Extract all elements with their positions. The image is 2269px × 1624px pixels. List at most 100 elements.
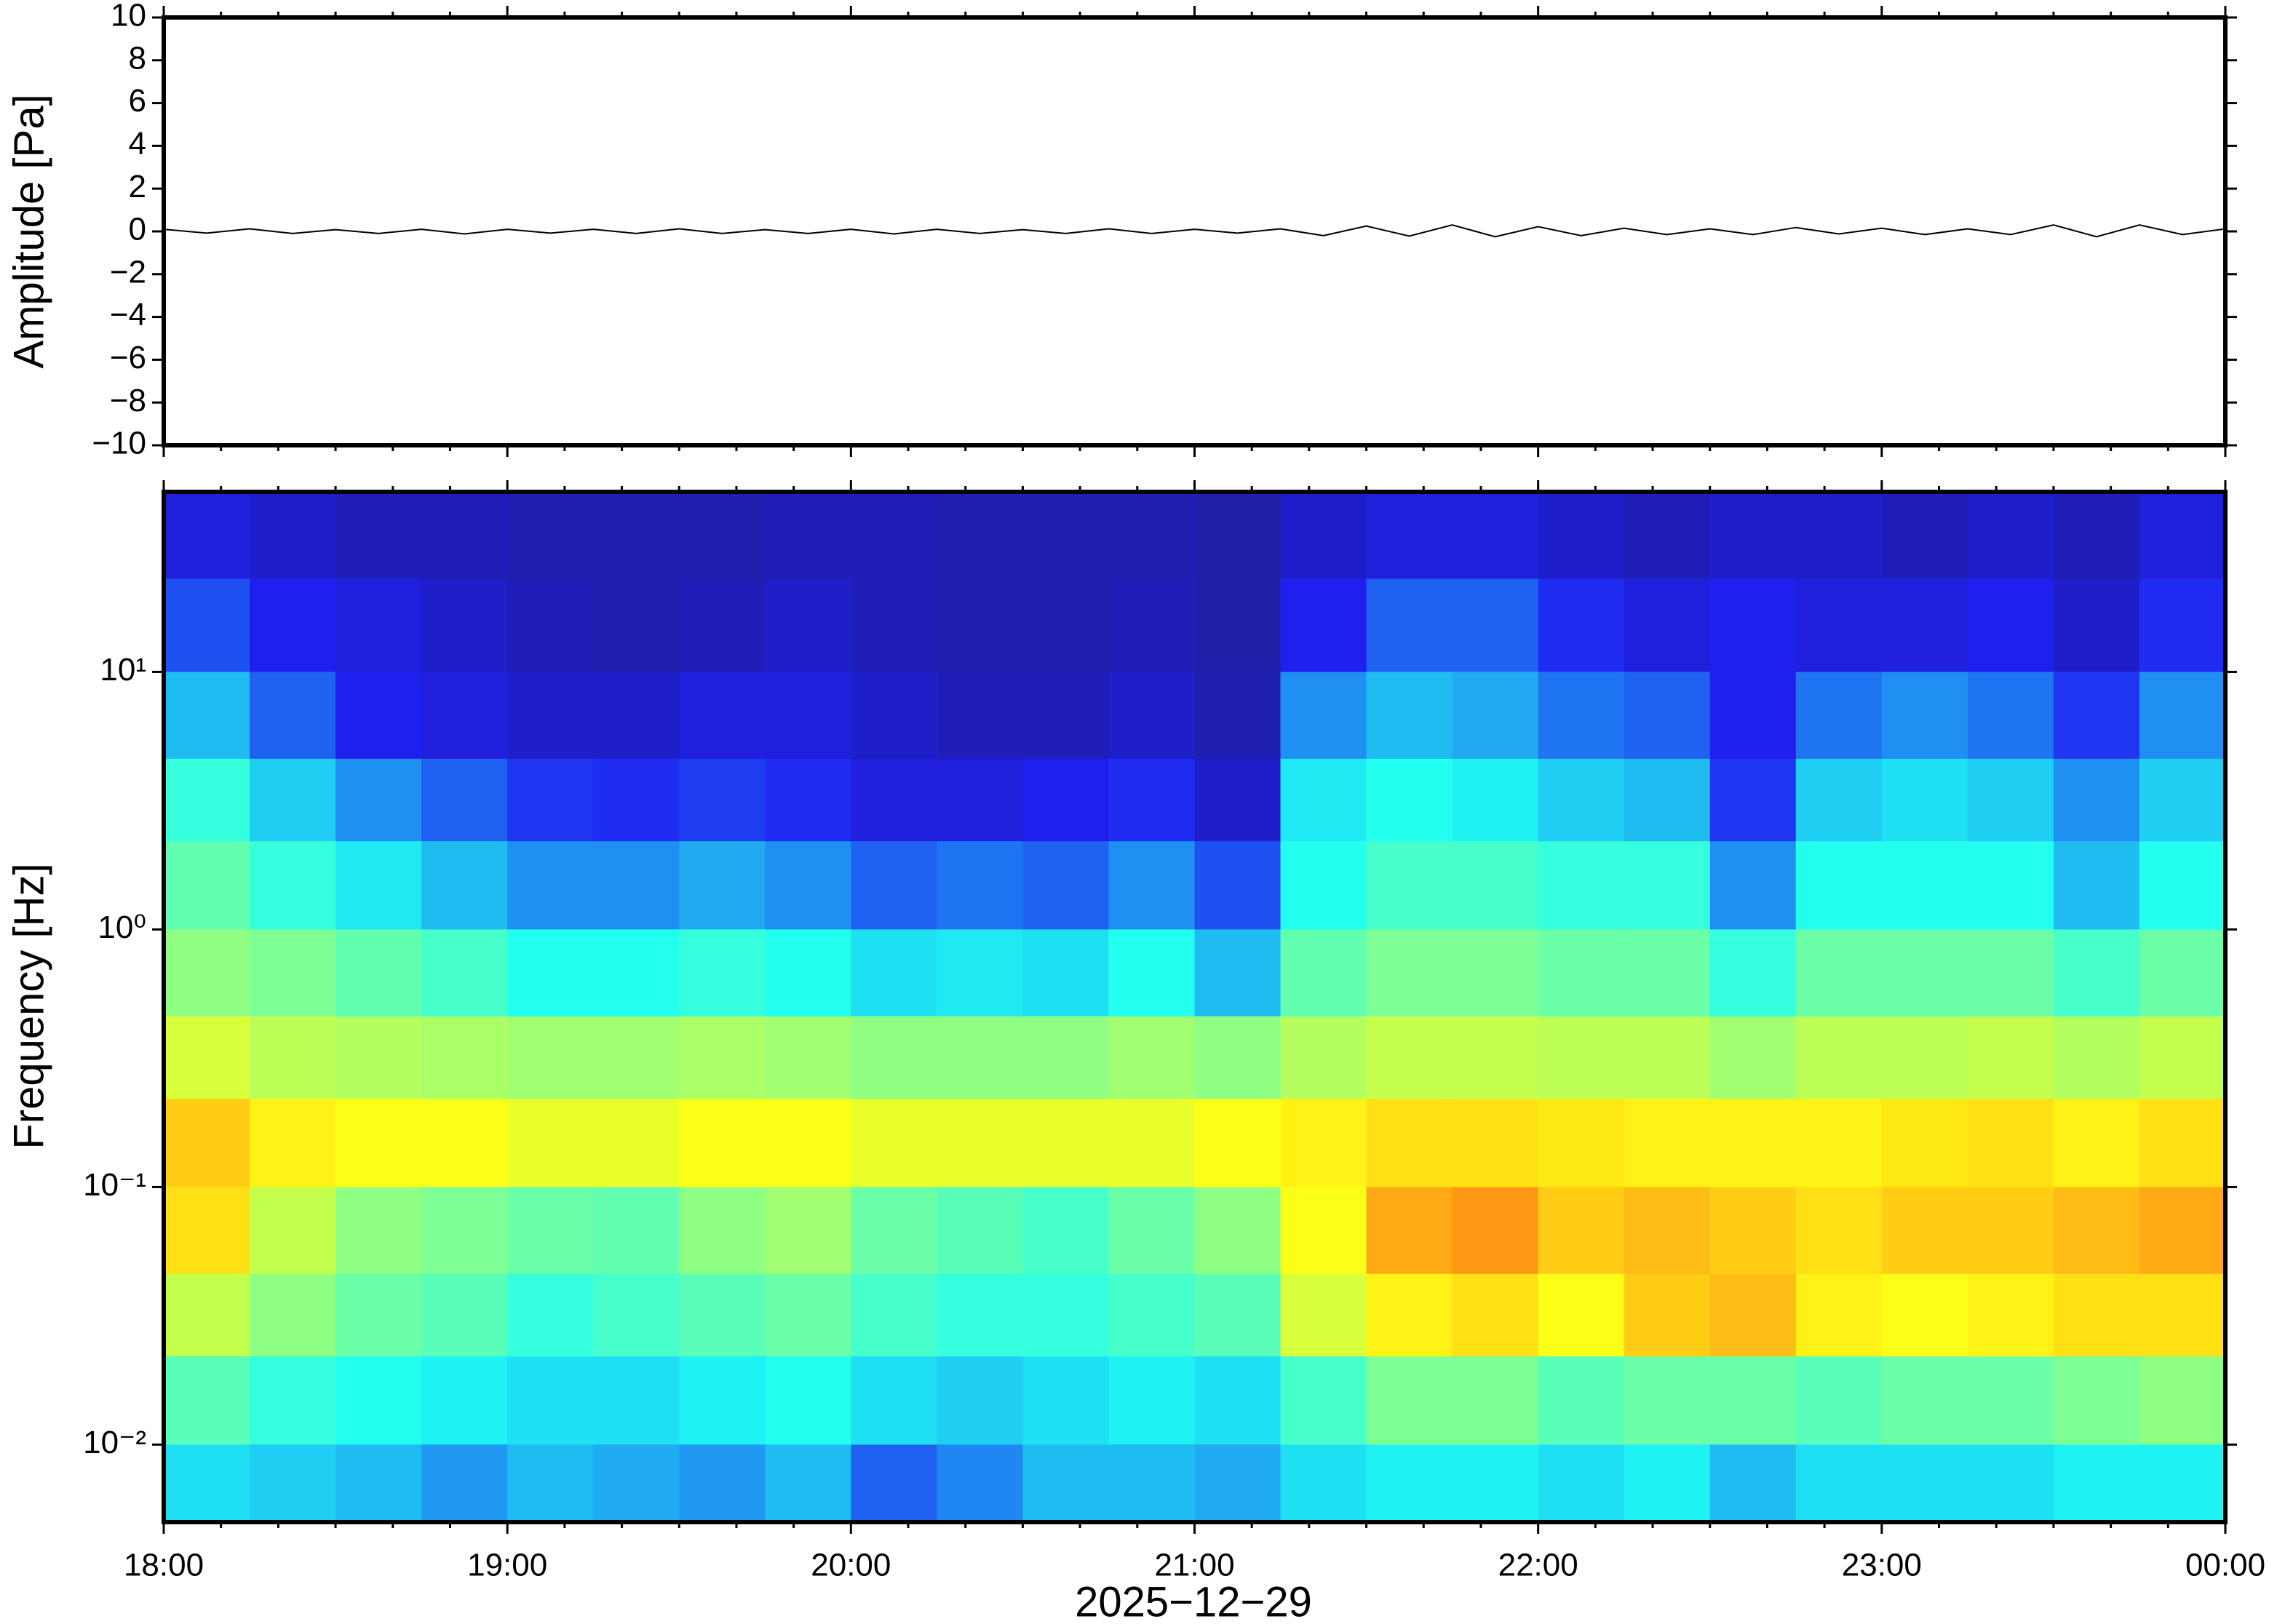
heat-cell (421, 1187, 508, 1275)
heat-cell (937, 929, 1024, 1017)
heat-cell (2139, 1099, 2225, 1188)
heat-cell (1194, 1187, 1281, 1275)
heat-cell (1452, 578, 1539, 673)
heat-cell (335, 672, 422, 760)
heat-cell (335, 841, 422, 931)
heat-cell (593, 1444, 680, 1522)
heat-cell (2053, 578, 2140, 673)
heat-cell (1881, 1444, 1968, 1522)
heat-cell (937, 1016, 1024, 1100)
heat-cell (1795, 672, 1883, 760)
heat-cell (1280, 1273, 1367, 1358)
heat-cell (1366, 929, 1453, 1017)
heat-cell (679, 929, 766, 1017)
heat-cell (1795, 1099, 1883, 1188)
heat-cell (593, 758, 680, 843)
x-tick-label: 18:00 (124, 1548, 204, 1583)
x-tick-label: 20:00 (811, 1548, 891, 1583)
heat-cell (250, 1273, 336, 1358)
heat-cell (1709, 1356, 1797, 1446)
heat-cell (421, 672, 508, 760)
heat-cell (1022, 1187, 1110, 1275)
heat-cell (1194, 1444, 1281, 1522)
heat-cell (2053, 672, 2140, 760)
heat-cell (1366, 1187, 1453, 1275)
heat-cell (593, 492, 680, 580)
heat-cell (1624, 1444, 1711, 1522)
heat-cell (1538, 758, 1625, 843)
heat-cell (164, 1187, 250, 1275)
heat-cell (1022, 1356, 1110, 1446)
y-tick-label: −8 (110, 383, 146, 418)
heat-cell (1967, 929, 2054, 1017)
y-axis-label: Frequency [Hz] (5, 863, 52, 1149)
heat-cell (1366, 1356, 1453, 1446)
heat-cell (1280, 1187, 1367, 1275)
heat-cell (1709, 841, 1797, 931)
heat-cell (2139, 1016, 2225, 1100)
heat-cell (1022, 492, 1110, 580)
heat-cell (1108, 841, 1196, 931)
heat-cell (1624, 492, 1711, 580)
heat-cell (1624, 1099, 1711, 1188)
heat-cell (851, 1444, 938, 1522)
x-tick-label: 23:00 (1842, 1548, 1922, 1583)
heat-cell (1366, 1444, 1453, 1522)
x-tick-label: 21:00 (1154, 1548, 1234, 1583)
heat-cell (1452, 492, 1539, 580)
y-tick-label: −4 (110, 297, 146, 333)
heat-cell (851, 1016, 938, 1100)
heat-cell (1108, 672, 1196, 760)
heat-cell (765, 1099, 852, 1188)
heat-cell (164, 1356, 250, 1446)
heat-cell (679, 1444, 766, 1522)
heat-cell (164, 758, 250, 843)
heat-cell (1280, 492, 1367, 580)
heat-cell (1795, 492, 1883, 580)
heat-cell (250, 758, 336, 843)
heat-cell (1280, 758, 1367, 843)
heat-cell (1538, 1187, 1625, 1275)
heat-cell (1452, 1187, 1539, 1275)
heat-cell (1108, 1444, 1196, 1522)
heat-cell (250, 841, 336, 931)
heat-cell (937, 1356, 1024, 1446)
heat-cell (335, 1099, 422, 1188)
heat-cell (1967, 492, 2054, 580)
heat-cell (765, 929, 852, 1017)
heat-cell (1194, 578, 1281, 673)
heat-cell (1108, 1187, 1196, 1275)
heat-cell (1194, 841, 1281, 931)
heat-cell (679, 1187, 766, 1275)
heat-cell (1624, 578, 1711, 673)
heat-cell (1967, 1099, 2054, 1188)
heat-cell (679, 1099, 766, 1188)
heat-cell (1194, 1016, 1281, 1100)
heat-cell (937, 1444, 1024, 1522)
y-tick-label: 0 (129, 212, 146, 247)
heat-cell (507, 578, 595, 673)
heat-cell (1881, 1016, 1968, 1100)
heat-cell (2053, 1187, 2140, 1275)
heat-cell (1881, 1356, 1968, 1446)
heat-cell (2139, 1356, 2225, 1446)
heat-cell (1366, 672, 1453, 760)
heat-cell (1108, 929, 1196, 1017)
heat-cell (1452, 1273, 1539, 1358)
heat-cell (1280, 1356, 1367, 1446)
heat-cell (1881, 492, 1968, 580)
heat-cell (1795, 1273, 1883, 1358)
heat-cell (1967, 758, 2054, 843)
heat-cell (765, 1016, 852, 1100)
y-tick-label: −6 (110, 340, 146, 375)
heat-cell (164, 672, 250, 760)
heat-cell (1538, 672, 1625, 760)
heat-cell (1709, 758, 1797, 843)
heat-cell (679, 672, 766, 760)
heat-cell (1366, 492, 1453, 580)
y-tick-label: 10 (111, 0, 146, 33)
y-tick-label: −2 (110, 254, 146, 290)
heat-cell (1108, 1099, 1196, 1188)
heat-cell (507, 1016, 595, 1100)
heat-cell (421, 492, 508, 580)
